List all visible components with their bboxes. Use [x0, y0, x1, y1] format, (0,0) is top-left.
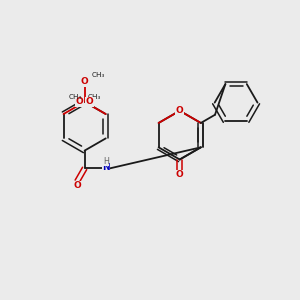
Text: O: O	[73, 181, 81, 190]
Text: O: O	[76, 98, 83, 106]
Text: N: N	[102, 163, 110, 172]
Text: O: O	[81, 77, 88, 86]
Text: O: O	[176, 106, 184, 115]
Text: H: H	[103, 157, 109, 166]
Text: O: O	[176, 170, 184, 179]
Text: CH₃: CH₃	[91, 72, 104, 78]
Text: O: O	[86, 98, 94, 106]
Text: CH₃: CH₃	[69, 94, 82, 100]
Text: CH₃: CH₃	[87, 94, 101, 100]
